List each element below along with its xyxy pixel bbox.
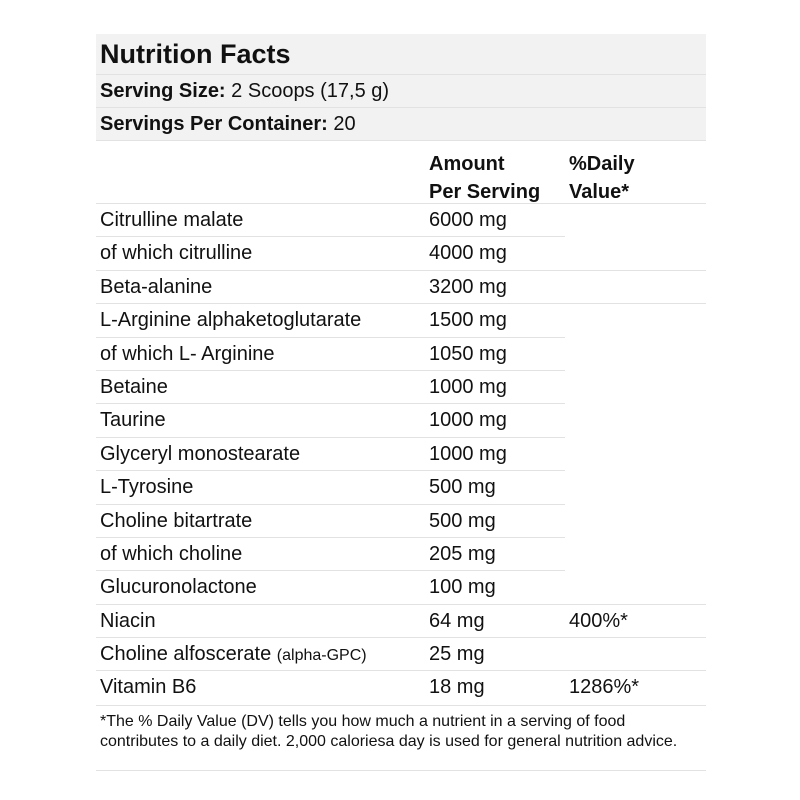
row-divider: [96, 436, 565, 438]
page-title: Nutrition Facts: [100, 39, 291, 69]
column-header-row: Amount Per Serving %Daily Value*: [96, 141, 706, 204]
nutrient-row: Glucuronolactone 100 mg: [96, 571, 706, 605]
nutrient-row: Glyceryl monostearate 1000 mg: [96, 438, 706, 472]
nutrient-row: L-Tyrosine 500 mg: [96, 471, 706, 505]
row-divider: [96, 536, 565, 538]
row-divider: [96, 637, 706, 639]
nutrient-amount: 500 mg: [429, 509, 496, 532]
row-divider: [96, 570, 565, 572]
row-divider: [96, 303, 706, 305]
nutrient-amount: 25 mg: [429, 643, 485, 666]
servings-per-container-row: Servings Per Container: 20: [96, 108, 706, 141]
nutrient-amount: 3200 mg: [429, 275, 507, 298]
nutrient-name: Betaine: [100, 375, 168, 398]
nutrient-amount: 4000 mg: [429, 242, 507, 265]
serving-size-row: Serving Size: 2 Scoops (17,5 g): [96, 75, 706, 108]
nutrient-name: Niacin: [100, 609, 156, 632]
nutrient-name: Citrulline malate: [100, 209, 244, 231]
nutrient-amount: 205 mg: [429, 542, 496, 565]
row-divider: [96, 403, 565, 405]
nutrition-title-row: Nutrition Facts: [96, 34, 706, 75]
nutrient-row: Taurine 1000 mg: [96, 404, 706, 438]
nutrient-daily-value: 400%*: [569, 609, 628, 632]
nutrient-row: of which choline 205 mg: [96, 538, 706, 572]
nutrient-amount: 1000 mg: [429, 442, 507, 465]
nutrient-row: Vitamin B6 18 mg 1286%*: [96, 671, 706, 704]
nutrient-row: Choline bitartrate 500 mg: [96, 505, 706, 538]
daily-value-column-header: %Daily Value*: [569, 150, 635, 206]
row-divider: [96, 470, 565, 472]
nutrient-name: Choline alfoscerate: [100, 643, 272, 666]
nutrient-amount: 1000 mg: [429, 375, 507, 398]
serving-size-label: Serving Size:: [100, 80, 226, 102]
nutrient-amount: 1000 mg: [429, 409, 507, 432]
nutrient-list: Citrulline malate 6000 mg of which citrull…: [96, 204, 706, 705]
nutrient-row: Betaine 1000 mg: [96, 371, 706, 405]
nutrient-row: of which L- Arginine 1050 mg: [96, 338, 706, 371]
dv-header-line2: Value*: [569, 181, 630, 203]
row-divider: [96, 236, 565, 238]
row-divider: [96, 670, 706, 672]
nutrient-amount: 1500 mg: [429, 309, 507, 332]
nutrient-note: (alpha-GPC): [276, 647, 367, 665]
nutrient-amount: 18 mg: [429, 676, 485, 699]
row-divider: [96, 369, 565, 371]
amount-header-line2: Per Serving: [429, 181, 541, 203]
row-divider: [96, 503, 565, 505]
nutrient-amount: 500 mg: [429, 476, 496, 499]
nutrient-name: of which L- Arginine: [100, 342, 275, 365]
nutrient-name: L-Arginine alphaketoglutarate: [100, 309, 362, 332]
nutrient-amount: 6000 mg: [429, 209, 507, 231]
nutrient-row: Beta-alanine 3200 mg: [96, 271, 706, 305]
amount-column-header: Amount Per Serving: [429, 150, 540, 206]
nutrition-facts-panel: Nutrition Facts Serving Size: 2 Scoops (…: [96, 34, 706, 771]
nutrient-name: Taurine: [100, 409, 166, 432]
row-divider: [96, 603, 706, 605]
nutrient-amount: 1050 mg: [429, 342, 507, 365]
nutrient-row: Citrulline malate 6000 mg: [96, 204, 706, 238]
nutrient-name: Beta-alanine: [100, 275, 213, 298]
row-divider: [96, 269, 706, 271]
servings-per-container-value: 20: [333, 113, 356, 135]
servings-per-container-label: Servings Per Container:: [100, 113, 328, 135]
nutrient-row: Choline alfoscerate (alpha-GPC) 25 mg: [96, 638, 706, 672]
nutrient-name-group: Choline alfoscerate (alpha-GPC): [100, 638, 367, 672]
dv-header-line1: %Daily: [569, 153, 635, 175]
serving-size-value: 2 Scoops (17,5 g): [231, 80, 390, 102]
nutrient-amount: 100 mg: [429, 576, 496, 599]
amount-header-line1: Amount: [429, 153, 505, 175]
nutrient-amount: 64 mg: [429, 609, 485, 632]
nutrient-row: of which citrulline 4000 mg: [96, 237, 706, 271]
nutrient-row: Niacin 64 mg 400%*: [96, 605, 706, 639]
nutrient-name: of which choline: [100, 542, 243, 565]
nutrient-name: L-Tyrosine: [100, 476, 194, 499]
nutrient-name: Glyceryl monostearate: [100, 442, 301, 465]
nutrient-name: of which citrulline: [100, 242, 253, 265]
nutrient-daily-value: 1286%*: [569, 676, 640, 699]
nutrient-name: Choline bitartrate: [100, 509, 253, 532]
nutrient-name: Vitamin B6: [100, 676, 197, 699]
daily-value-footnote: *The % Daily Value (DV) tells you how mu…: [96, 704, 706, 771]
row-divider: [96, 336, 565, 338]
nutrient-row: L-Arginine alphaketoglutarate 1500 mg: [96, 304, 706, 338]
nutrient-name: Glucuronolactone: [100, 576, 257, 599]
